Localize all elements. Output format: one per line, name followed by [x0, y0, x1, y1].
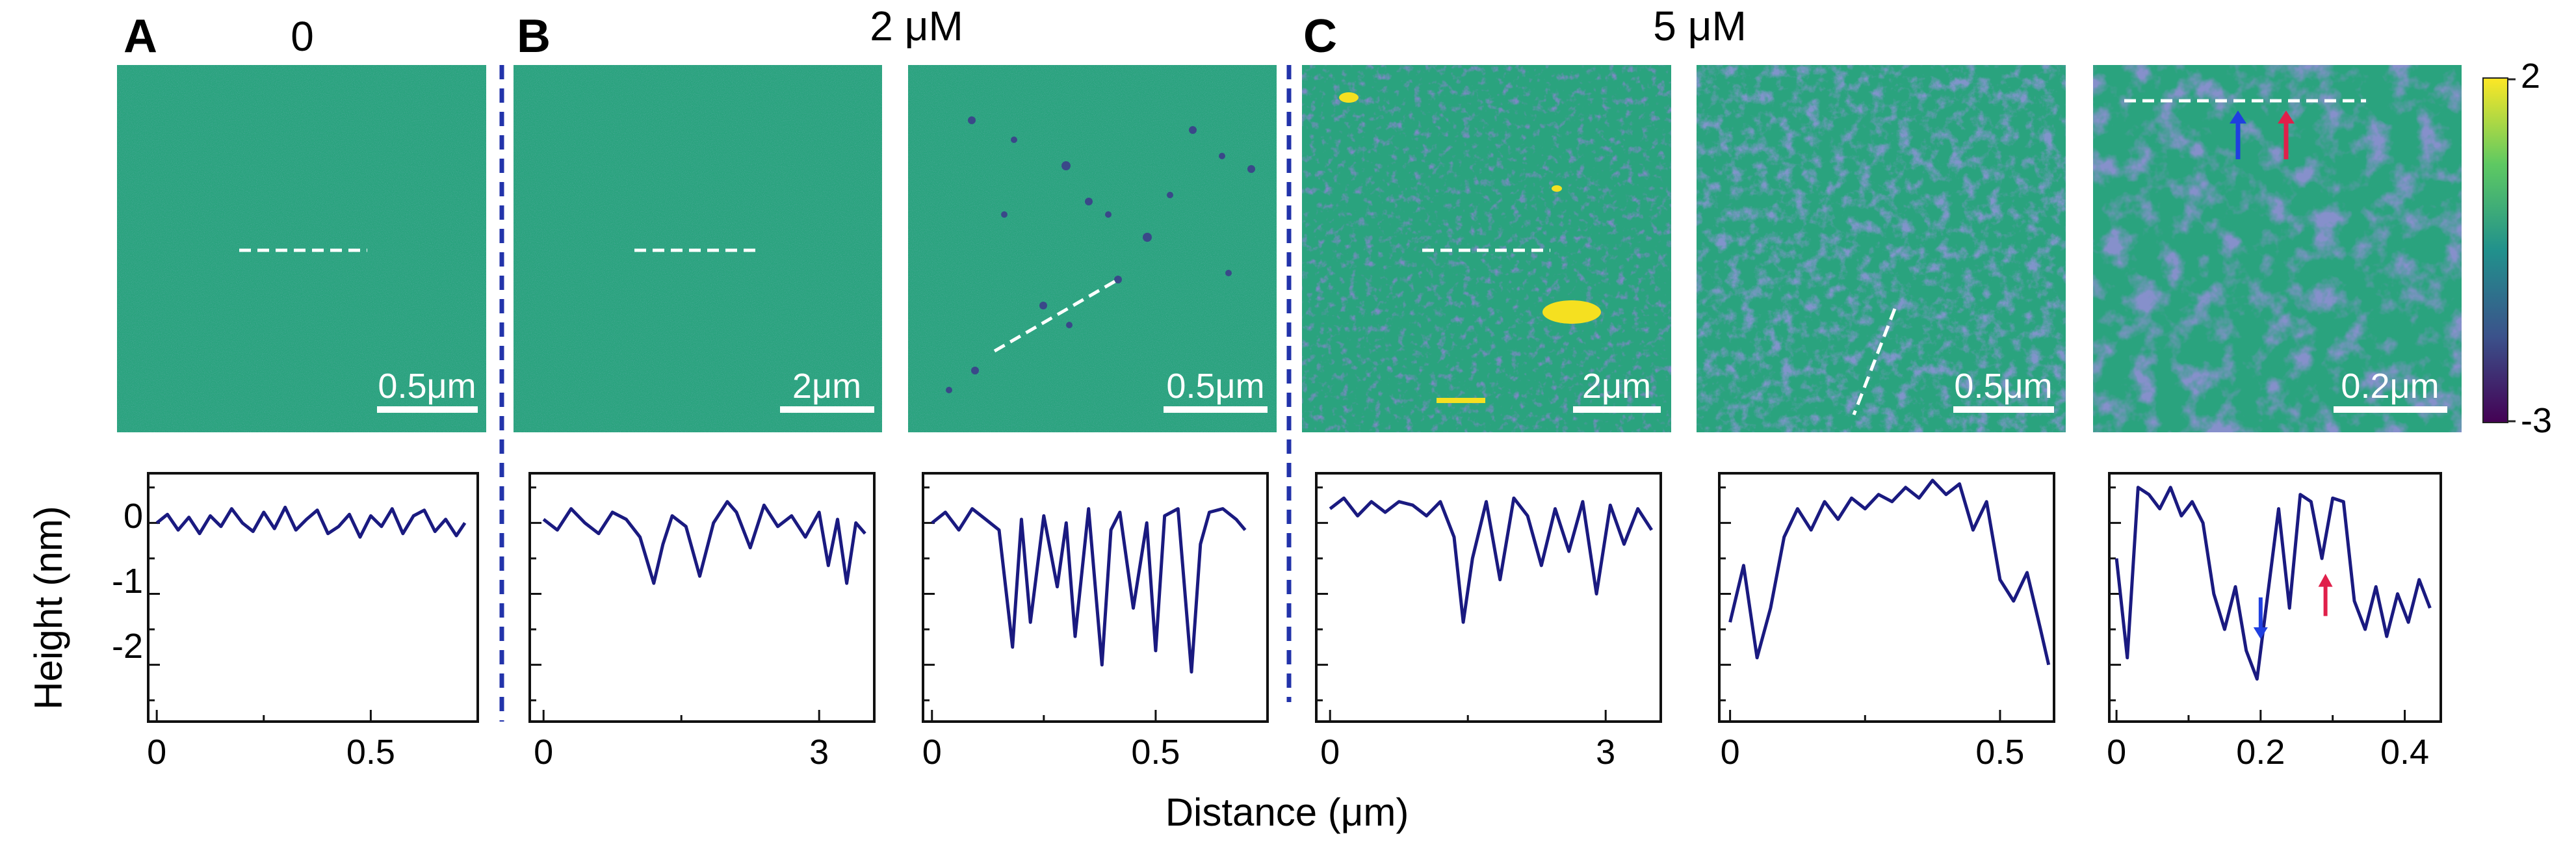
x-axis-title: Distance (μm)	[1165, 790, 1409, 834]
scale-label: 2μm	[792, 367, 861, 406]
profile-line	[1852, 308, 1897, 415]
blue-arrow-icon	[2230, 111, 2246, 159]
scale-label: 2μm	[1582, 367, 1651, 406]
afm-image-3: 0.5μm	[908, 65, 1277, 432]
red-arrow-icon	[2318, 573, 2333, 616]
height-profile-line	[1728, 478, 2051, 666]
colorbar: 2 -3	[2482, 57, 2552, 440]
height-profile-plot-1: 0 0.5	[147, 472, 479, 772]
plot-frame	[528, 472, 876, 723]
x-tick-label: 0.4	[2380, 733, 2429, 772]
x-tick-label: 3	[1596, 733, 1615, 772]
plot-frame	[147, 472, 479, 723]
y-axis-title: Height (nm)	[27, 506, 70, 709]
x-tick-label: 0	[922, 733, 942, 772]
concentration-label-2uM: 2 μM	[870, 3, 963, 49]
afm-image-1: 0.5μm	[117, 65, 486, 432]
afm-image-4: 2μm	[1302, 65, 1671, 432]
scale-label: 0.2μm	[2341, 367, 2439, 406]
blue-arrow-icon	[2253, 597, 2268, 640]
colorbar-max-label: 2	[2521, 57, 2540, 96]
afm-image-5: 0.5μm	[1697, 65, 2066, 432]
scale-label: 0.5μm	[1954, 367, 2052, 406]
x-tick-label: 0.5	[1975, 733, 2024, 772]
x-tick-label: 0	[534, 733, 553, 772]
y-tick-label-neg1: -1	[112, 562, 143, 601]
plot-frame	[1718, 472, 2055, 723]
height-profile-line	[155, 505, 467, 539]
x-tick-label: 0	[1320, 733, 1340, 772]
panel-letter-b: B	[517, 10, 551, 62]
height-profile-line	[931, 507, 1247, 674]
x-tick-label: 0	[2107, 733, 2126, 772]
height-profile-line	[542, 500, 866, 585]
concentration-label-0: 0	[291, 13, 314, 60]
height-profile-plot-3: 0 0.5	[922, 472, 1269, 772]
height-profile-plot-6: 0 0.2 0.4	[2107, 472, 2442, 772]
x-tick-label: 3	[809, 733, 829, 772]
concentration-label-5uM: 5 μM	[1653, 3, 1747, 49]
x-tick-label: 0	[1721, 733, 1740, 772]
x-tick-label: 0.2	[2236, 733, 2285, 772]
y-tick-label-neg2: -2	[112, 627, 143, 666]
panel-letter-a: A	[124, 10, 157, 62]
afm-image-6: 0.2μm	[2093, 65, 2462, 432]
x-tick-label: 0.5	[346, 733, 395, 772]
scale-label: 0.5μm	[378, 367, 476, 406]
x-tick-label: 0.5	[1131, 733, 1180, 772]
scale-label: 0.5μm	[1166, 367, 1264, 406]
y-tick-label-0: 0	[124, 497, 143, 536]
panel-letter-c: C	[1303, 10, 1337, 62]
colorbar-min-label: -3	[2521, 401, 2552, 440]
height-profile-line	[2114, 486, 2432, 681]
afm-image-2: 2μm	[514, 65, 882, 432]
plot-frame	[2108, 472, 2442, 723]
red-arrow-icon	[2278, 111, 2295, 159]
x-tick-label: 0	[147, 733, 166, 772]
profile-line	[993, 278, 1119, 353]
height-profile-plot-5: 0 0.5	[1718, 472, 2055, 772]
height-profile-line	[1329, 496, 1653, 624]
